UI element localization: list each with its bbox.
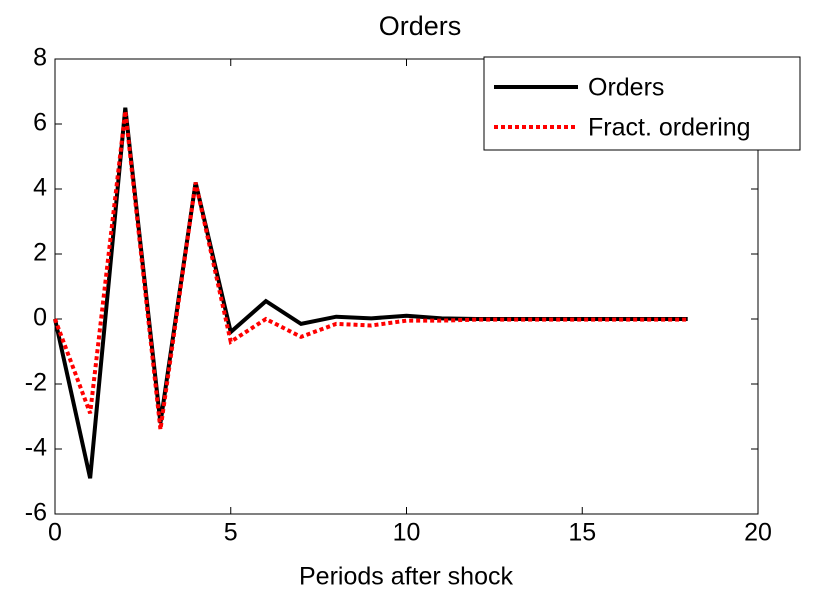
y-tick-label: -4: [25, 434, 47, 462]
y-tick-label: -2: [25, 369, 47, 397]
x-axis-label: Periods after shock: [299, 563, 513, 591]
chart-title: Orders: [379, 11, 462, 41]
x-tick-label: 20: [744, 519, 772, 547]
y-tick-label: 6: [33, 109, 47, 137]
x-tick-label: 5: [224, 519, 238, 547]
legend-label: Fract. ordering: [588, 114, 751, 142]
legend-box: [483, 56, 801, 151]
y-tick-label: 4: [33, 174, 47, 202]
y-tick-label: 2: [33, 239, 47, 267]
x-tick-label: 10: [393, 519, 421, 547]
series-line: [53, 110, 688, 430]
x-tick-label: 15: [568, 519, 596, 547]
y-tick-label: 0: [33, 304, 47, 332]
y-tick-label: 8: [33, 44, 47, 72]
y-tick-label: -6: [25, 499, 47, 527]
legend-label: Orders: [588, 74, 664, 102]
x-tick-label: 0: [48, 519, 62, 547]
